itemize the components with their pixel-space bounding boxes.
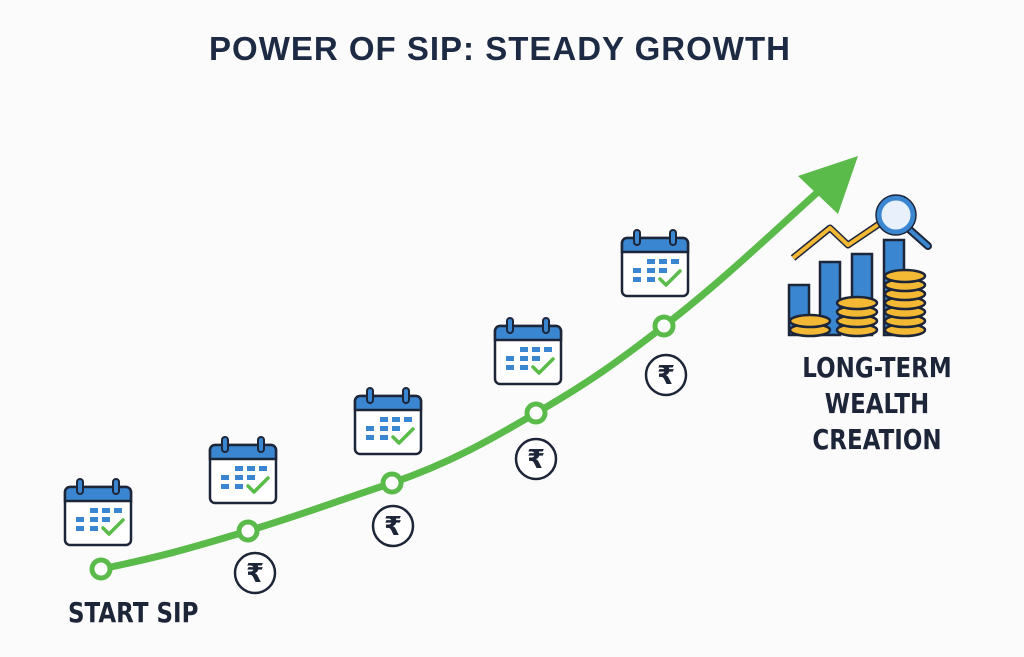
milestone-node: [89, 314, 676, 581]
arrow-head-icon: [798, 156, 858, 214]
wealth-label-line-2: WEALTH CREATION: [812, 387, 942, 456]
rupee-icon: [644, 353, 688, 397]
calendar-check-icon: [493, 316, 563, 386]
calendar-check-icon: [208, 435, 278, 505]
calendar-check-icon: [353, 386, 423, 456]
page-title: POWER OF SIP: STEADY GROWTH: [209, 30, 791, 67]
calendar-check-icon: [63, 477, 133, 547]
calendar-check-icon: [620, 228, 690, 298]
rupee-icon: [514, 437, 558, 481]
start-sip-label: START SIP: [68, 596, 199, 629]
wealth-label-line-1: LONG-TERM: [802, 351, 952, 384]
growth-chart-coins-magnifier-icon: [787, 194, 932, 338]
rupee-icon: [371, 504, 415, 548]
rupee-icon: [233, 551, 277, 595]
growth-curve: [97, 186, 824, 573]
wealth-creation-label: LONG-TERM WEALTH CREATION: [742, 350, 1012, 458]
